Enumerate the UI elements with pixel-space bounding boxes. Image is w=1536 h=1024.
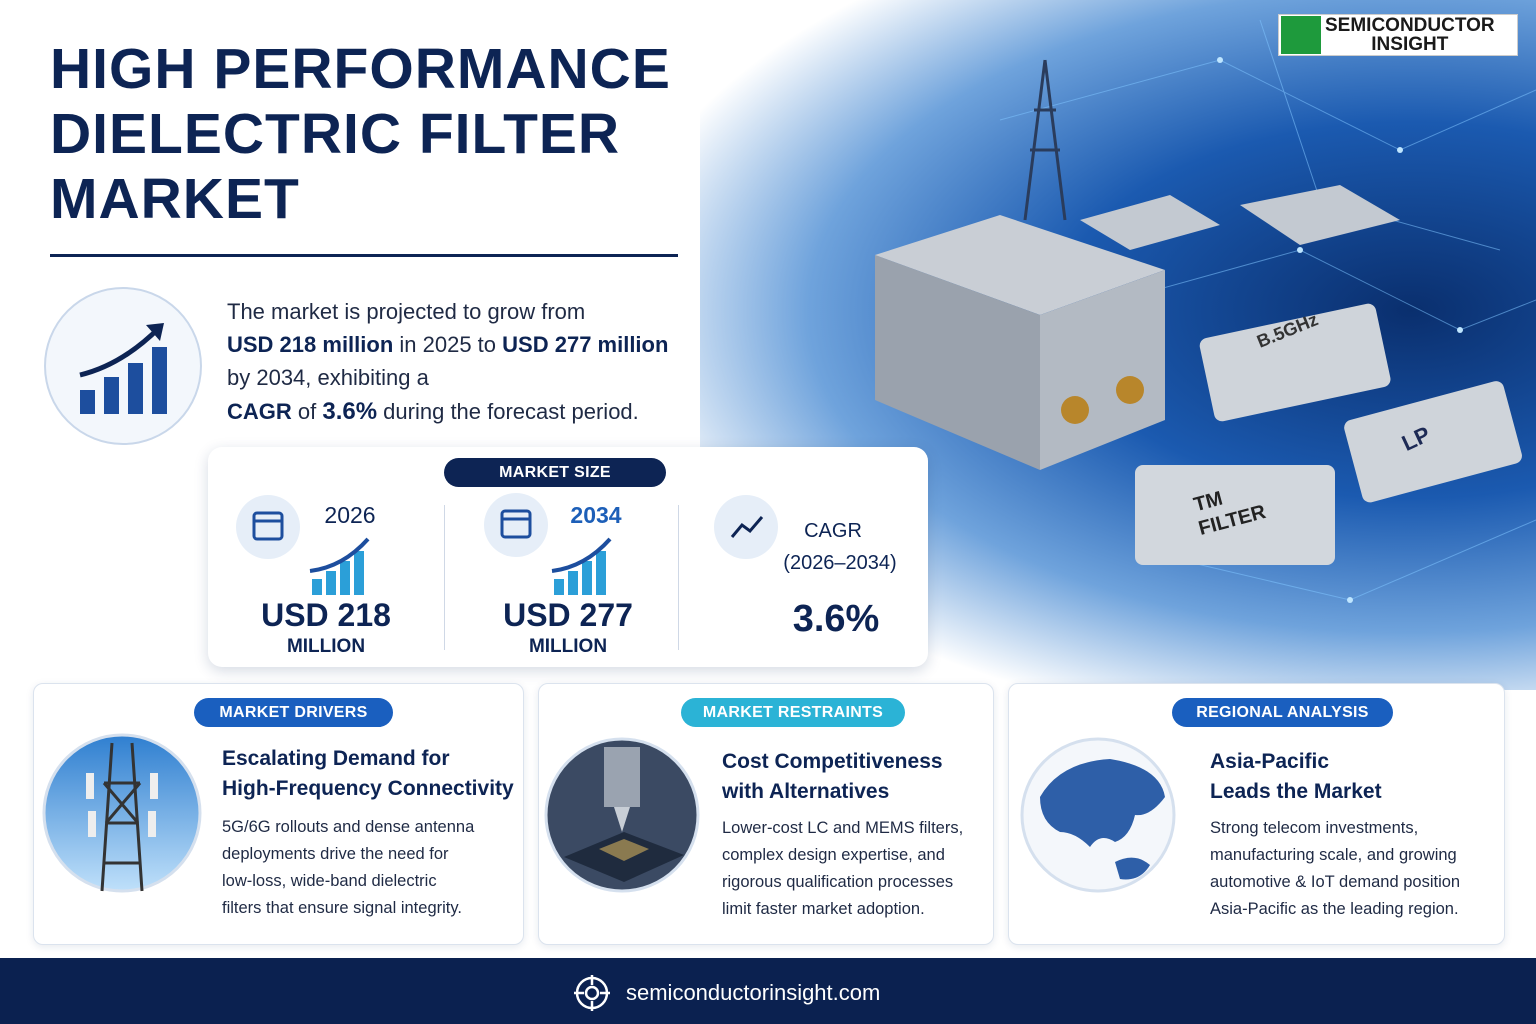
stat-unit: MILLION [528, 636, 608, 657]
card-body: filters that ensure signal integrity. [222, 899, 462, 917]
card-title: Leads the Market [1210, 780, 1382, 803]
card-body: low-loss, wide-band dielectric [222, 872, 437, 890]
title-line: HIGH PERFORMANCE [50, 37, 671, 101]
stat-value: USD 277 [503, 597, 633, 633]
card-badge: MARKET DRIVERS [194, 698, 393, 727]
summary-text: during the forecast period. [377, 399, 639, 424]
footer-url[interactable]: semiconductorinsight.com [626, 980, 881, 1005]
stat-year: 2026 [324, 502, 376, 528]
map-image [1020, 737, 1176, 893]
stat-period: (2026–2034) [783, 552, 897, 574]
card-badge: MARKET RESTRAINTS [681, 698, 905, 727]
card-title: High-Frequency Connectivity [222, 777, 514, 800]
summary-line: USD 218 million in 2025 to USD 277 milli… [227, 332, 668, 358]
summary-text: The market is projected to grow from [227, 299, 586, 324]
growth-icon [44, 287, 202, 445]
title-line: MARKET [50, 167, 300, 231]
stat-label: CAGR [804, 520, 862, 542]
tower-image [42, 733, 202, 893]
trend-icon [714, 495, 778, 559]
stat-year: 2034 [570, 502, 622, 528]
card-badge: REGIONAL ANALYSIS [1172, 698, 1393, 727]
logo: SEMICONDUCTOR INSIGHT [1278, 14, 1518, 56]
stat-value: USD 218 [261, 597, 391, 633]
summary-text: in 2025 to [393, 332, 503, 357]
machine-image [544, 737, 700, 893]
card-body: 5G/6G rollouts and dense antenna [222, 818, 475, 836]
calendar-icon [236, 495, 300, 559]
card-title: Asia-Pacific [1210, 750, 1330, 773]
summary-highlight: CAGR [227, 399, 292, 424]
summary-highlight: 3.6% [322, 398, 378, 425]
card-body: manufacturing scale, and growing [1210, 846, 1457, 864]
market-size-badge: MARKET SIZE [444, 458, 666, 487]
divider [444, 505, 445, 650]
growth-bars [309, 537, 370, 595]
hero-illustration: B.5GHz TM FILTER LP [875, 19, 1536, 603]
summary-line: CAGR of 3.6% during the forecast period. [227, 398, 639, 426]
divider [50, 254, 678, 257]
card-title: Escalating Demand for [222, 747, 450, 770]
calendar-icon [484, 493, 548, 557]
card-body: automotive & IoT demand position [1210, 873, 1461, 891]
logo-chip [1281, 16, 1321, 54]
stat-icons [236, 493, 778, 595]
title-line: DIELECTRIC FILTER [50, 102, 621, 166]
card-title: Cost Competitiveness [722, 750, 943, 773]
card-title: with Alternatives [722, 780, 890, 803]
summary-text: of [291, 399, 323, 424]
card-body: deployments drive the need for [222, 845, 449, 863]
summary-highlight: USD 277 million [502, 332, 669, 357]
divider [678, 505, 679, 650]
card-body: rigorous qualification processes [722, 873, 954, 891]
growth-bars [551, 537, 612, 595]
footer [0, 958, 1536, 1024]
card-body: limit faster market adoption. [722, 900, 925, 918]
logo-text: SEMICONDUCTOR [1325, 15, 1495, 36]
stat-value: 3.6% [792, 598, 880, 640]
footer-icon [574, 975, 610, 1011]
card-body: Strong telecom investments, [1210, 819, 1419, 837]
summary-line: The market is projected to grow from [227, 299, 585, 325]
card-body: Lower-cost LC and MEMS filters, [722, 819, 964, 837]
card-body: Asia-Pacific as the leading region. [1210, 900, 1459, 918]
summary-highlight: USD 218 million [227, 332, 394, 357]
logo-text: INSIGHT [1371, 34, 1449, 55]
card-body: complex design expertise, and [722, 846, 945, 864]
summary-line: by 2034, exhibiting a [227, 365, 429, 391]
stat-unit: MILLION [286, 636, 366, 657]
summary-text: by 2034, exhibiting a [227, 365, 429, 390]
